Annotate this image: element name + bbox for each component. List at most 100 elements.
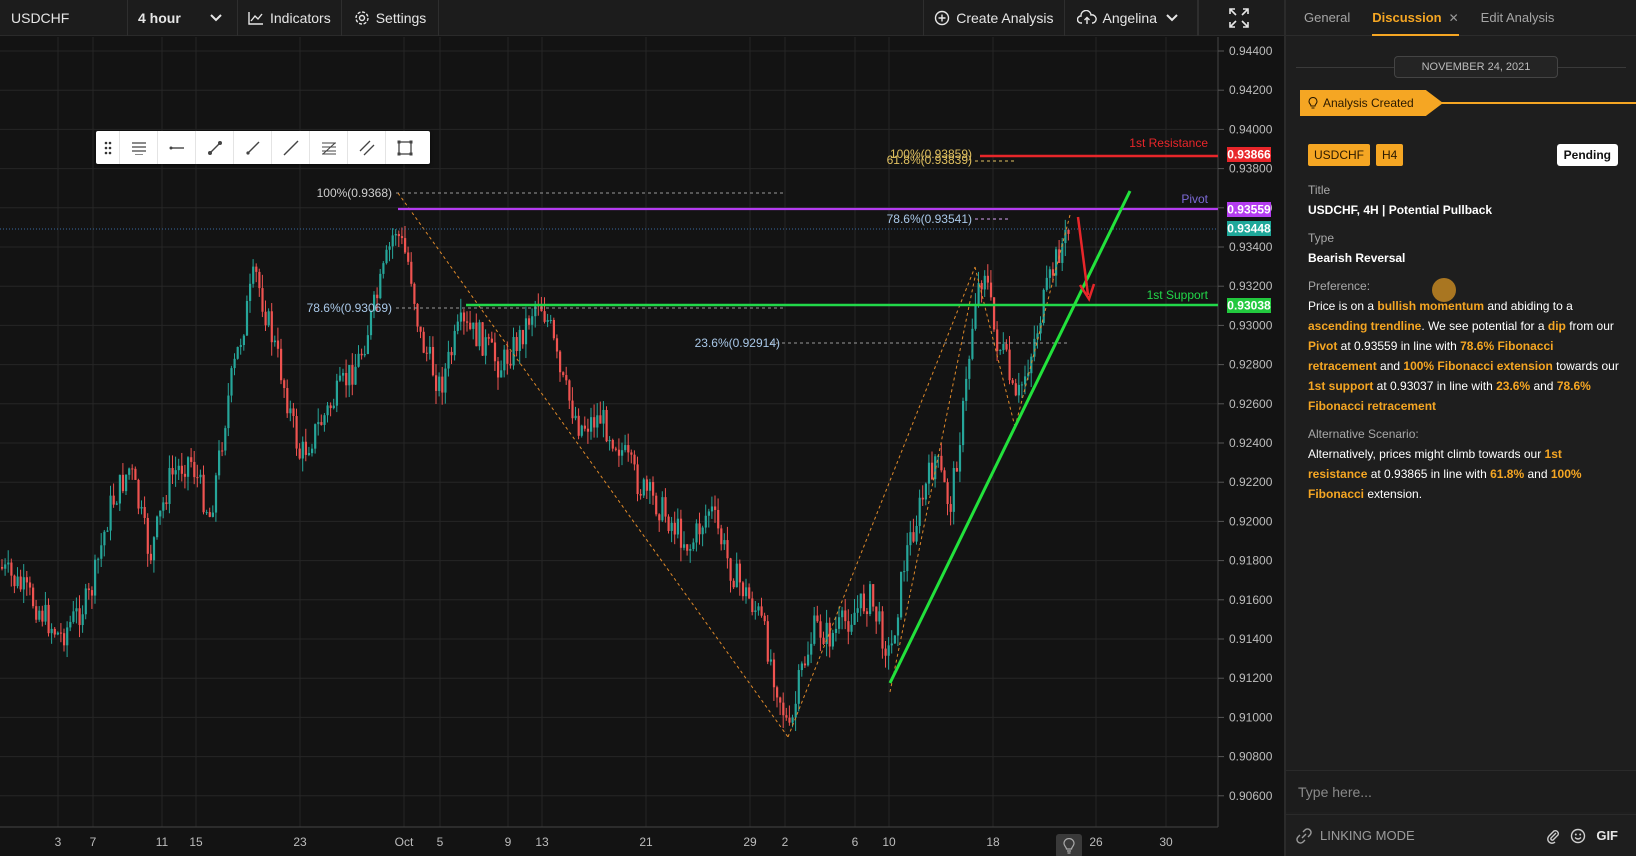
pref-t8: at 0.93037 in line with — [1373, 379, 1497, 393]
candle-body — [608, 439, 611, 442]
horizontal-line-icon — [169, 146, 184, 149]
candle-body — [729, 558, 732, 581]
candle-body — [211, 512, 214, 517]
candle-body — [63, 633, 66, 646]
tool-horizontal-ray[interactable] — [158, 131, 196, 164]
price-tick-label: 0.92000 — [1229, 514, 1273, 528]
candle-body — [714, 506, 717, 510]
candle-body — [69, 621, 72, 628]
tab-edit-analysis[interactable]: Edit Analysis — [1481, 0, 1555, 36]
linking-mode-toggle[interactable]: LINKING MODE — [1296, 827, 1415, 844]
candle-body — [1051, 269, 1055, 276]
gif-button[interactable]: GIF — [1596, 828, 1618, 843]
alt-t1: Alternatively, prices might climb toward… — [1308, 447, 1545, 461]
symbol-selector[interactable]: USDCHF — [0, 0, 128, 36]
candle-body — [227, 395, 230, 429]
candle-body — [645, 479, 648, 491]
candle-body — [466, 321, 469, 323]
candle-body — [735, 563, 738, 588]
candle-body — [676, 518, 679, 535]
cursor-indicator — [1432, 278, 1456, 302]
candle-body — [16, 576, 19, 587]
pivot-price-tag — [1227, 202, 1271, 217]
candle-body — [906, 545, 909, 572]
tab-general-label: General — [1304, 10, 1351, 25]
lightbulb-icon — [1308, 96, 1318, 109]
candle-body — [245, 300, 249, 336]
candle-body — [828, 622, 831, 647]
candle-body — [949, 504, 952, 512]
candle-body — [655, 495, 658, 515]
candle-body — [552, 319, 555, 339]
tool-ray[interactable] — [234, 131, 272, 164]
candle-body — [636, 464, 639, 495]
price-tick-label: 0.94200 — [1229, 83, 1273, 97]
candle-body — [369, 311, 373, 336]
candle-body — [887, 645, 890, 656]
candle-body — [462, 312, 466, 322]
user-menu[interactable]: Angelina — [1065, 0, 1198, 36]
candle-body — [125, 474, 128, 492]
date-axis[interactable]: 3 7 11 15 23 Oct 5 9 13 21 29 2 6 10 18 26 30 — [55, 835, 1173, 849]
resistance-label: 1st Resistance — [1129, 136, 1208, 150]
candle-body — [338, 375, 342, 381]
candle-body — [763, 615, 766, 622]
emoji-icon[interactable] — [1570, 828, 1586, 844]
indicators-label: Indicators — [270, 9, 331, 26]
tool-horizontal-lines[interactable] — [120, 131, 158, 164]
extended-line-icon — [283, 140, 298, 155]
paperclip-icon[interactable] — [1546, 828, 1560, 844]
date-tick-label: 15 — [189, 835, 203, 849]
candle-body — [180, 465, 183, 474]
candle-body — [475, 322, 478, 347]
message-input[interactable] — [1286, 771, 1636, 813]
candle-body — [797, 670, 800, 704]
price-axis[interactable]: 0.944000.942000.940000.938000.936000.934… — [1218, 44, 1273, 803]
candle-body — [909, 532, 912, 546]
fullscreen-button[interactable] — [1198, 0, 1284, 36]
create-analysis-button[interactable]: Create Analysis — [923, 0, 1065, 36]
drag-handle[interactable] — [96, 131, 120, 164]
settings-button[interactable]: Settings — [342, 0, 440, 36]
tool-trendline[interactable] — [196, 131, 234, 164]
chart-toolbar: USDCHF 4 hour Indicators Settings Create… — [0, 0, 1284, 36]
chart-canvas[interactable]: 100%(0.9368) 78.6%(0.93069) 23.6%(0.92914)… — [0, 37, 1284, 856]
tab-discussion[interactable]: Discussion ✕ — [1372, 0, 1460, 36]
idea-button[interactable] — [1056, 834, 1082, 856]
candle-body — [428, 347, 431, 354]
timeframe-dropdown[interactable]: 4 hour — [128, 0, 238, 36]
close-icon[interactable]: ✕ — [1448, 10, 1459, 25]
date-tick-label: 30 — [1159, 835, 1173, 849]
candle-body — [450, 351, 453, 356]
candle-body — [382, 263, 385, 274]
tool-rectangle[interactable] — [386, 131, 424, 164]
date-tick-label: Oct — [395, 835, 414, 849]
candle-body — [850, 624, 853, 632]
pref-h4: Pivot — [1308, 339, 1338, 353]
tool-extended-line[interactable] — [272, 131, 310, 164]
candle-body — [326, 405, 329, 416]
candle-body — [825, 622, 828, 645]
type-value: Bearish Reversal — [1308, 251, 1406, 265]
indicators-button[interactable]: Indicators — [238, 0, 342, 36]
candle-body — [555, 338, 559, 352]
candle-body — [518, 329, 521, 352]
candle-body — [249, 283, 252, 301]
price-tick-label: 0.93200 — [1229, 279, 1273, 293]
ascending-trendline[interactable] — [888, 190, 1132, 684]
alternative-label: Alternative Scenario: — [1308, 427, 1419, 441]
pref-t1: Price is on a — [1308, 299, 1378, 313]
candle-body — [329, 405, 332, 409]
price-chart[interactable]: 100%(0.9368) 78.6%(0.93069) 23.6%(0.92914)… — [0, 37, 1284, 856]
tab-general[interactable]: General — [1304, 0, 1350, 36]
candle-body — [487, 337, 490, 339]
tool-fibonacci[interactable] — [310, 131, 348, 164]
candle-body — [698, 523, 701, 535]
candle-body — [965, 378, 968, 401]
candle-body — [831, 632, 834, 647]
pref-h3: dip — [1547, 319, 1566, 333]
tool-parallel-channel[interactable] — [348, 131, 386, 164]
candle-body — [149, 553, 152, 561]
candle-body — [332, 405, 335, 409]
analysis-details: Title USDCHF, 4H | Potential Pullback Ty… — [1308, 180, 1620, 504]
